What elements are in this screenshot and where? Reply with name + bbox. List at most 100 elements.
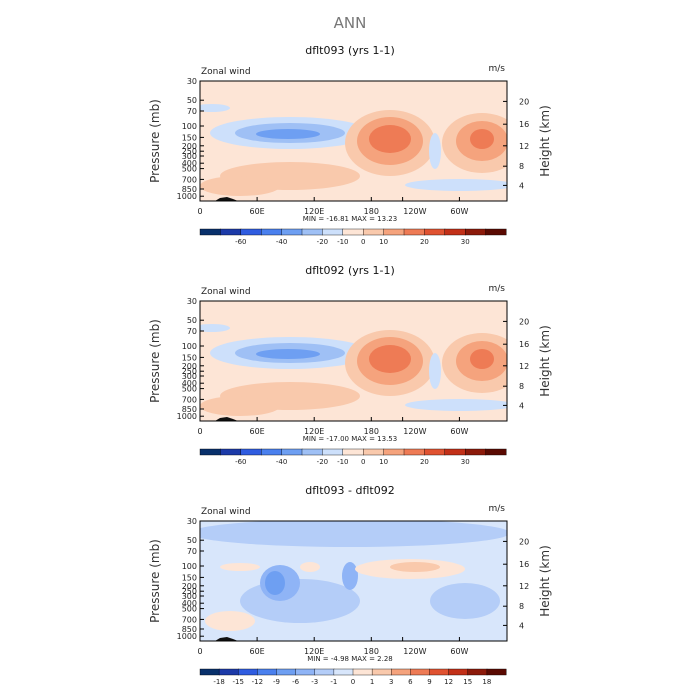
- colorbar-swatch: [465, 448, 487, 456]
- y-axis-title-right: Height (km): [538, 105, 552, 176]
- colorbar-swatch: [257, 668, 277, 676]
- units-label: m/s: [489, 284, 506, 294]
- colorbar-swatch: [322, 448, 344, 456]
- colorbar-swatch: [444, 448, 466, 456]
- colorbar-swatch: [220, 448, 242, 456]
- height-tick-label: 20: [519, 317, 529, 326]
- colorbar-label: 30: [461, 238, 470, 246]
- colorbar-swatch: [314, 668, 335, 676]
- height-tick-label: 12: [519, 362, 529, 371]
- field-label: Zonal wind: [201, 67, 251, 77]
- colorbar-label: 1: [370, 678, 374, 686]
- contour-westerly2-core: [470, 349, 494, 369]
- colorbar-label: -10: [337, 238, 348, 246]
- colorbar-swatch: [301, 228, 323, 236]
- pressure-tick-label: 850: [182, 405, 197, 414]
- field-label: Zonal wind: [201, 507, 251, 517]
- colorbar-label: -20: [317, 458, 328, 466]
- colorbar-swatch: [199, 668, 220, 676]
- pressure-tick-label: 400: [182, 599, 197, 608]
- colorbar-swatch: [485, 448, 507, 456]
- pressure-tick-label: 200: [182, 142, 197, 151]
- contour-light-blue: [200, 104, 230, 112]
- field-label: Zonal wind: [201, 287, 251, 297]
- colorbar-swatch: [424, 448, 446, 456]
- contour-neg-right: [430, 583, 500, 619]
- pressure-tick-label: 50: [187, 316, 197, 325]
- pressure-tick-label: 100: [182, 562, 197, 571]
- colorbar-swatch: [342, 228, 364, 236]
- colorbar-swatch: [240, 228, 262, 236]
- lon-tick-label: 180: [364, 207, 379, 216]
- lon-tick-label: 180: [364, 427, 379, 436]
- colorbar-swatch: [218, 668, 239, 676]
- colorbar-swatch: [403, 448, 425, 456]
- pressure-tick-label: 150: [182, 133, 197, 142]
- colorbar-swatch: [383, 448, 405, 456]
- lon-tick-label: 60W: [450, 427, 468, 436]
- contour-light-blue: [200, 324, 230, 332]
- colorbar-label: -40: [276, 458, 287, 466]
- height-tick-label: 4: [519, 621, 524, 630]
- min-max-label: MIN = -16.81 MAX = 13.23: [303, 215, 397, 223]
- pressure-tick-label: 250: [182, 367, 197, 376]
- colorbar-swatch: [448, 668, 469, 676]
- pressure-tick-label: 70: [187, 547, 197, 556]
- colorbar: -60 -40 -20 -10 0 10 20 30: [199, 448, 507, 466]
- colorbar-label: 18: [482, 678, 491, 686]
- colorbar-swatch: [485, 228, 507, 236]
- pressure-tick-label: 30: [187, 77, 197, 86]
- contour-pos-lower-left: [205, 611, 255, 631]
- contour-easterly-core: [256, 349, 320, 359]
- colorbar-swatch: [322, 228, 344, 236]
- topography-mask: [215, 637, 238, 641]
- height-tick-label: 20: [519, 537, 529, 546]
- pressure-tick-label: 250: [182, 147, 197, 156]
- height-tick-label: 8: [519, 162, 524, 171]
- contour-lower-light-blue: [405, 399, 507, 411]
- pressure-tick-label: 500: [182, 605, 197, 614]
- contour-neg-core1-inner: [265, 571, 285, 595]
- pressure-tick-label: 1000: [177, 412, 197, 421]
- pressure-tick-label: 500: [182, 165, 197, 174]
- colorbar-swatch: [467, 668, 488, 676]
- contour-lower-warm-2: [200, 176, 280, 196]
- heatmap-field: [200, 81, 507, 201]
- colorbar-swatch: [276, 668, 297, 676]
- colorbar-label: 30: [461, 458, 470, 466]
- colorbar-swatch: [261, 228, 283, 236]
- colorbar-swatch: [403, 228, 425, 236]
- colorbar-swatch: [301, 448, 323, 456]
- height-tick-label: 16: [519, 120, 529, 129]
- colorbar-swatch: [333, 668, 354, 676]
- colorbar-label: 0: [361, 458, 365, 466]
- lon-tick-label: 120E: [304, 207, 324, 216]
- plot-frame: [199, 80, 508, 202]
- pressure-tick-label: 700: [182, 395, 197, 404]
- colorbar-label: 10: [379, 458, 388, 466]
- lon-tick-label: 0: [197, 427, 202, 436]
- height-tick-label: 4: [519, 181, 524, 190]
- colorbar-label: -6: [292, 678, 300, 686]
- colorbar-label: 20: [420, 238, 429, 246]
- lon-tick-label: 60W: [450, 207, 468, 216]
- contour-lower-warm-2: [200, 396, 280, 416]
- pressure-tick-label: 300: [182, 152, 197, 161]
- heatmap-field: [200, 521, 507, 641]
- pressure-tick-label: 30: [187, 517, 197, 526]
- colorbar-swatch: [371, 668, 392, 676]
- colorbar-label: -12: [252, 678, 263, 686]
- colorbar-swatch: [410, 668, 430, 676]
- colorbar-label: 15: [463, 678, 472, 686]
- colorbar: -60 -40 -20 -10 0 10 20 30: [199, 228, 507, 246]
- pressure-tick-label: 200: [182, 362, 197, 371]
- colorbar-label: 20: [420, 458, 429, 466]
- colorbar-swatch: [363, 228, 385, 236]
- colorbar-label: -15: [233, 678, 244, 686]
- colorbar-swatch: [391, 668, 411, 676]
- heatmap-field: [200, 301, 507, 421]
- pressure-tick-label: 700: [182, 175, 197, 184]
- colorbar-swatch: [352, 668, 373, 676]
